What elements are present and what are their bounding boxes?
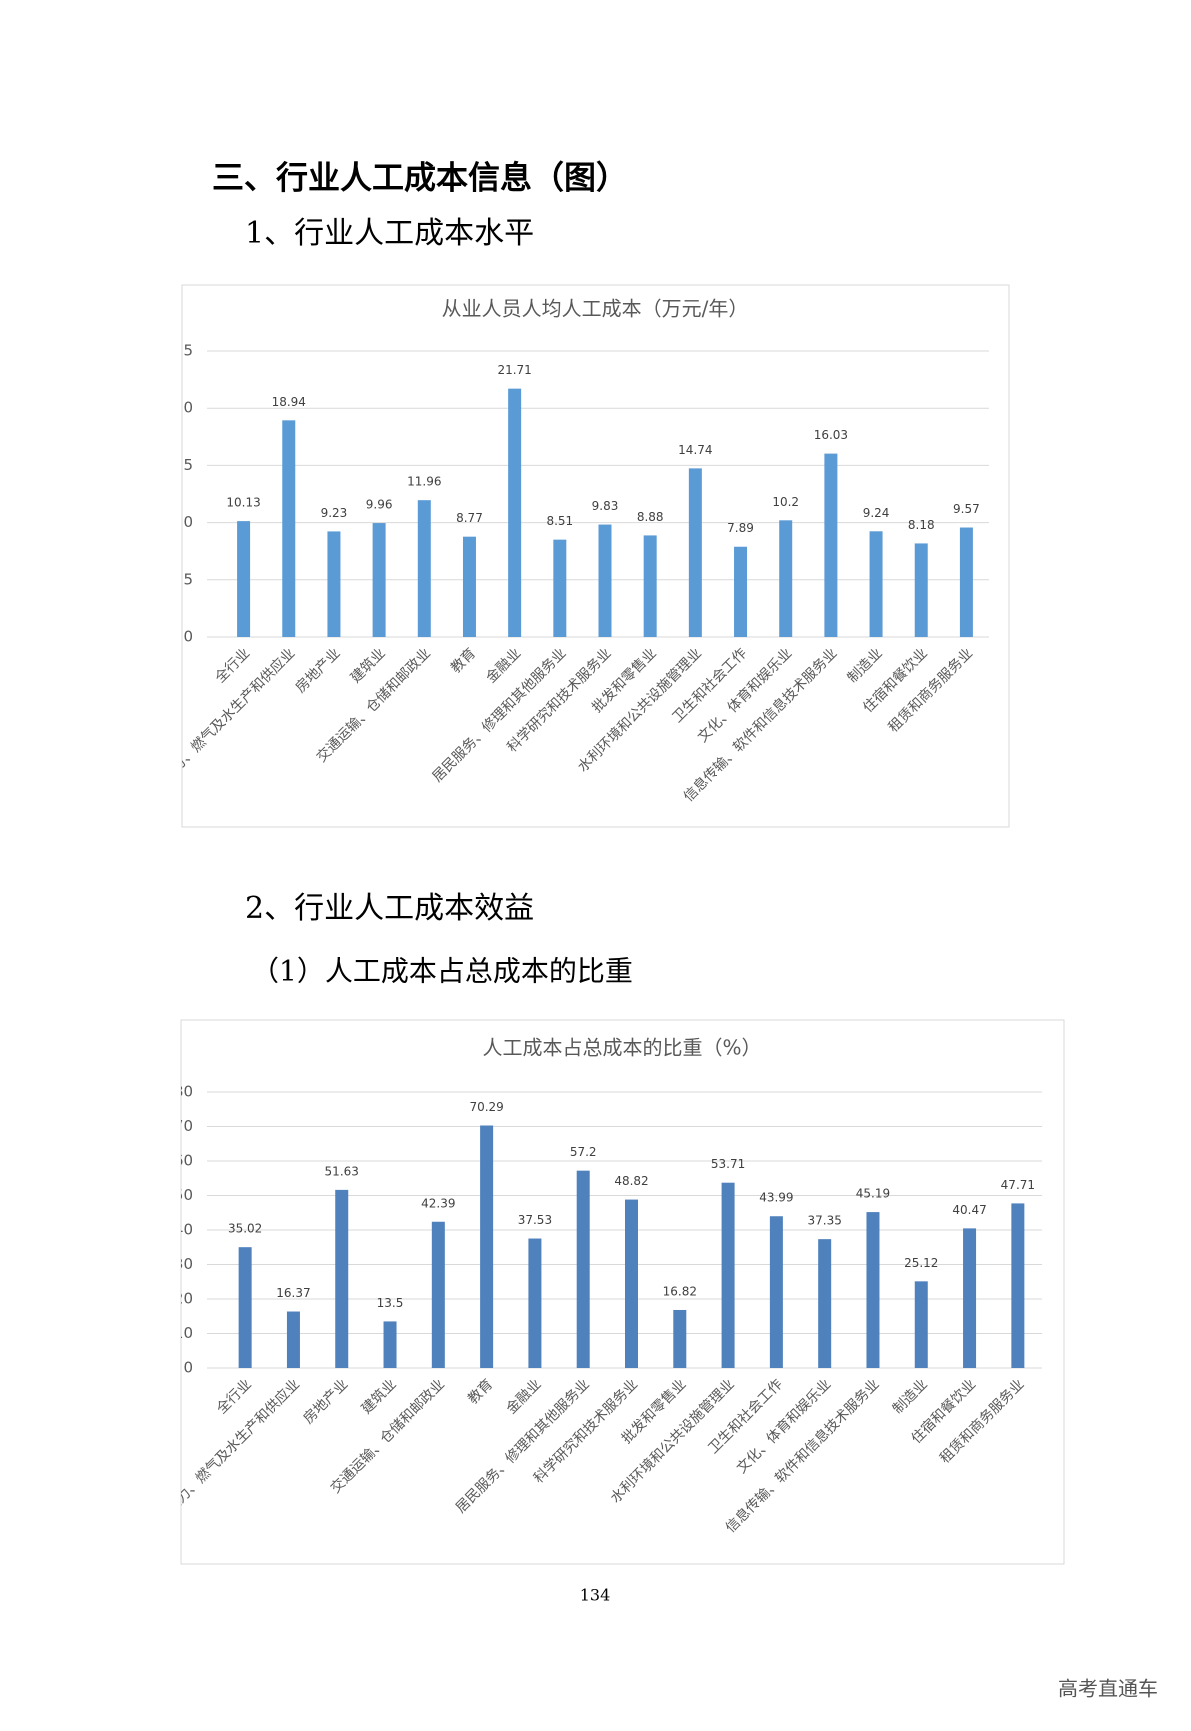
y-tick-label: 15 (174, 456, 193, 474)
data-label: 9.83 (592, 499, 619, 513)
bar (869, 531, 883, 637)
data-label: 14.74 (678, 443, 712, 457)
bar (282, 420, 296, 637)
data-label: 48.82 (614, 1174, 648, 1188)
y-tick-label: 60 (174, 1152, 193, 1170)
y-tick-label: 10 (174, 513, 193, 531)
bar (528, 1238, 542, 1368)
bar (383, 1321, 397, 1368)
data-label: 8.51 (546, 514, 573, 528)
bar (643, 535, 657, 637)
bar (824, 453, 838, 637)
bar (462, 536, 476, 637)
bar (625, 1199, 638, 1368)
y-tick-label: 10 (174, 1324, 193, 1342)
y-tick-label: 80 (174, 1083, 193, 1101)
y-tick-label: 5 (183, 570, 193, 588)
y-tick-label: 20 (174, 399, 193, 417)
y-tick-label: 50 (174, 1186, 193, 1204)
bar (688, 468, 702, 637)
data-label: 9.24 (863, 506, 890, 520)
chart-title: 人工成本占总成本的比重（%） (482, 1036, 761, 1060)
data-label: 7.89 (727, 521, 754, 535)
bar (914, 1281, 928, 1368)
data-label: 9.57 (953, 502, 980, 516)
bar (769, 1216, 783, 1368)
watermark: 高考直通车 (1058, 1677, 1158, 1701)
data-label: 9.23 (321, 506, 348, 520)
data-label: 35.02 (228, 1222, 262, 1236)
bar (480, 1125, 494, 1368)
data-label: 70.29 (469, 1100, 503, 1114)
bar (959, 527, 973, 637)
bar (734, 546, 748, 637)
section-heading: 三、行业人工成本信息（图） (212, 159, 628, 197)
bar (372, 523, 386, 637)
data-label: 8.77 (456, 511, 483, 525)
bar (598, 524, 612, 637)
data-label: 53.71 (711, 1157, 745, 1171)
data-label: 9.96 (366, 498, 393, 512)
data-label: 16.03 (814, 428, 848, 442)
subsection-heading: 1、行业人工成本水平 (245, 216, 534, 251)
bar (238, 1247, 252, 1368)
data-label: 47.71 (1001, 1178, 1035, 1192)
data-label: 13.5 (377, 1296, 404, 1310)
bar (818, 1239, 832, 1368)
bar (553, 539, 567, 637)
data-label: 45.19 (856, 1187, 890, 1201)
bar (431, 1221, 445, 1368)
data-label: 11.96 (407, 475, 441, 489)
data-label: 21.71 (497, 363, 531, 377)
data-label: 57.2 (570, 1145, 597, 1159)
bar (673, 1309, 687, 1368)
subsection-heading: （1）人工成本占总成本的比重 (251, 955, 633, 988)
data-label: 37.53 (518, 1213, 552, 1227)
y-tick-label: 40 (174, 1221, 193, 1239)
bar (866, 1212, 880, 1368)
bar (914, 543, 928, 637)
data-label: 37.35 (807, 1214, 841, 1228)
data-label: 42.39 (421, 1196, 455, 1210)
data-label: 10.13 (226, 496, 260, 510)
bar (508, 388, 522, 637)
bar (779, 520, 793, 637)
data-label: 16.82 (663, 1284, 697, 1298)
page-number: 134 (580, 1586, 611, 1605)
data-label: 10.2 (772, 495, 799, 509)
data-label: 51.63 (325, 1164, 359, 1178)
data-label: 43.99 (759, 1191, 793, 1205)
data-label: 18.94 (272, 395, 306, 409)
y-tick-label: 25 (174, 342, 193, 360)
y-tick-label: 70 (174, 1117, 193, 1135)
subsection-heading: 2、行业人工成本效益 (245, 891, 534, 926)
bar (576, 1170, 590, 1368)
bar (417, 500, 431, 637)
bar (1011, 1203, 1025, 1368)
data-label: 8.18 (908, 518, 935, 532)
bar (721, 1182, 735, 1368)
data-label: 25.12 (904, 1256, 938, 1270)
chart-title: 从业人员人均人工成本（万元/年） (442, 297, 749, 321)
bar (237, 521, 251, 637)
data-label: 8.88 (637, 510, 664, 524)
bar (335, 1189, 349, 1368)
y-tick-label: 20 (174, 1290, 193, 1308)
y-tick-label: 30 (174, 1255, 193, 1273)
bar (327, 531, 341, 637)
bar (286, 1311, 300, 1368)
y-tick-label: 0 (183, 628, 193, 646)
bar (963, 1228, 977, 1368)
data-label: 16.37 (276, 1286, 310, 1300)
y-tick-label: 0 (183, 1359, 193, 1377)
data-label: 40.47 (952, 1203, 986, 1217)
